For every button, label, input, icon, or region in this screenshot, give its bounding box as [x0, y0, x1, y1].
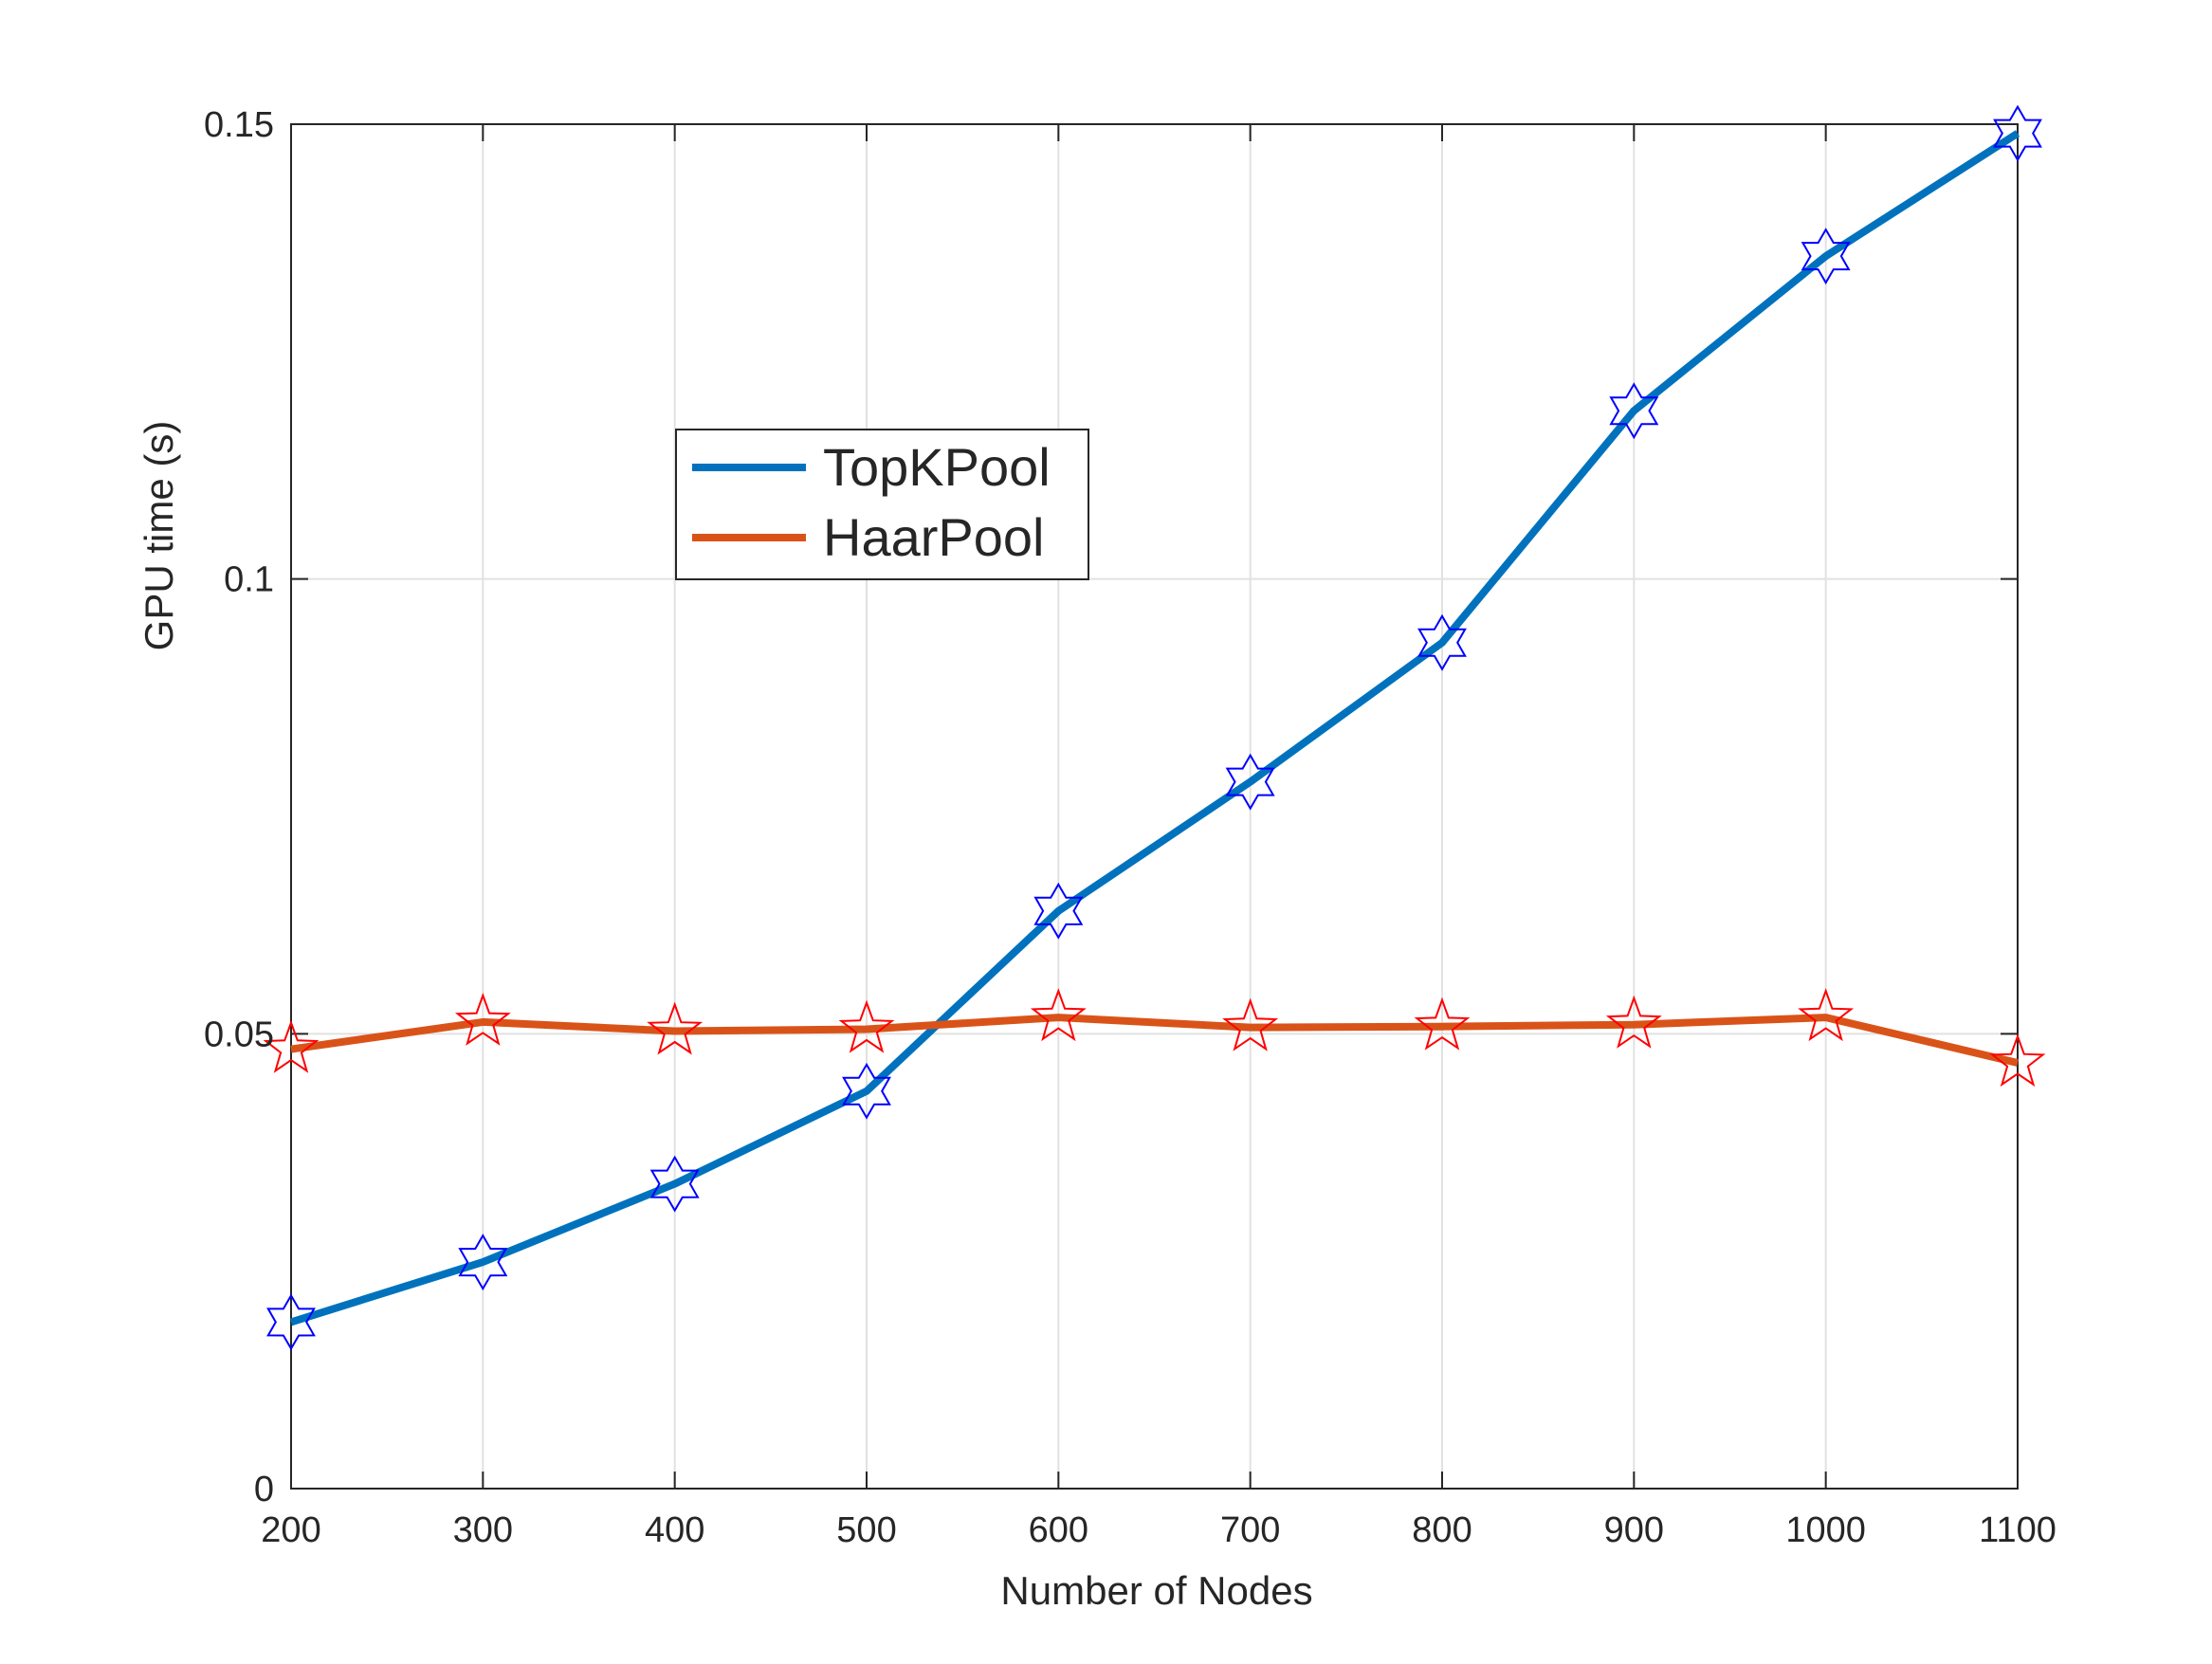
data-point-topkpool: [1609, 382, 1659, 440]
grid: [290, 123, 2019, 1490]
axes: [290, 123, 2019, 1490]
data-point-haarpool: [454, 992, 511, 1046]
data-point-haarpool: [1414, 997, 1471, 1051]
data-point-topkpool: [1993, 104, 2042, 162]
legend-label-topkpool: TopKPool: [823, 437, 1051, 497]
data-point-topkpool: [1801, 228, 1851, 285]
data-point-haarpool: [1989, 1033, 2046, 1088]
x-axis-title: Number of Nodes: [1000, 1568, 1312, 1613]
x-tick-label: 900: [1604, 1510, 1664, 1550]
data-point-haarpool: [647, 1001, 704, 1055]
x-tick-label: 400: [645, 1510, 704, 1550]
y-tick-label: 0: [254, 1470, 274, 1509]
x-tick-label: 1100: [1979, 1510, 2057, 1550]
x-tick-label: 300: [453, 1510, 513, 1550]
legend: TopKPool HaarPool: [675, 429, 1089, 580]
data-point-haarpool: [263, 1019, 320, 1073]
data-point-topkpool: [1225, 753, 1275, 811]
x-tick-label: 500: [836, 1510, 896, 1550]
data-point-topkpool: [842, 1062, 891, 1120]
legend-box: [675, 429, 1089, 580]
legend-label-haarpool: HaarPool: [823, 507, 1044, 567]
x-tick-label: 700: [1220, 1510, 1280, 1550]
data-point-topkpool: [1033, 882, 1084, 940]
y-tick-label: 0.1: [224, 560, 274, 600]
y-tick-label: 0.15: [204, 105, 274, 145]
x-tick-label: 800: [1412, 1510, 1472, 1550]
data-point-haarpool: [1605, 995, 1662, 1049]
data-point-haarpool: [1030, 988, 1087, 1042]
data-point-haarpool: [1798, 988, 1855, 1042]
data-point-topkpool: [266, 1293, 316, 1351]
data-point-topkpool: [649, 1155, 700, 1213]
x-tick-label: 1000: [1785, 1510, 1866, 1550]
data-point-haarpool: [838, 999, 895, 1053]
x-tick-label: 600: [1029, 1510, 1088, 1550]
data-point-topkpool: [1417, 613, 1467, 671]
y-axis-title: GPU time (s): [137, 421, 181, 651]
series-line-topkpool: [289, 130, 2020, 1326]
x-tick-label: 200: [261, 1510, 320, 1550]
tick-labels: 200 300 400 500 600 700 800 900 1000 1100 0 0.05 0.1…: [204, 105, 2057, 1550]
series-line-haarpool: [290, 1014, 2019, 1067]
series: [263, 104, 2046, 1351]
plot-frame: [290, 123, 2019, 1490]
data-point-haarpool: [1222, 997, 1279, 1051]
data-point-topkpool: [458, 1234, 508, 1291]
y-tick-label: 0.05: [204, 1015, 274, 1054]
